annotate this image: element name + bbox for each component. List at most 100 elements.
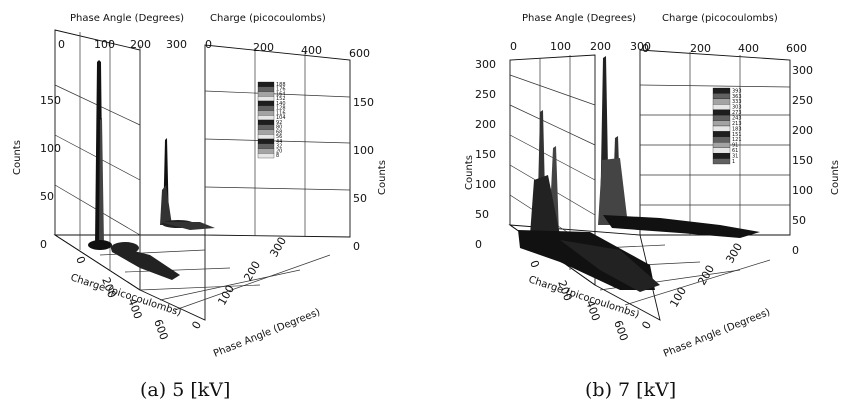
x-tick-label: 300 [166,38,187,51]
x-tick-label: 0 [639,319,654,332]
panel-a-grid [53,29,351,321]
legend-label: 183 [732,126,742,132]
z-tick-label: 100 [475,178,496,191]
panel-b-x-title-bottom: Phase Angle (Degrees) [662,307,772,360]
legend-swatch [712,120,731,127]
z-tick-label: 150 [475,148,496,161]
peak-bar [160,185,172,225]
z-tick-label: 200 [792,124,813,137]
legend-label: 104 [276,115,286,121]
z-tick-label: 150 [792,154,813,167]
legend-label: 20 [276,148,282,154]
legend-swatch [712,131,731,138]
y-tick-label: 0 [642,42,649,55]
legend-label: 333 [732,99,742,105]
z-tick-label: 50 [792,214,806,227]
x-tick-label: 200 [590,40,611,53]
legend-label: 140 [276,101,286,107]
y-tick-label: 200 [253,41,274,54]
peak-bar [99,118,104,245]
legend-label: 80 [276,125,282,131]
legend-label: 152 [276,96,286,102]
panel-b-x-title-top: Phase Angle (Degrees) [522,13,636,24]
legend-label: 363 [732,94,742,100]
x-tick-label: 100 [94,38,115,51]
x-tick-label: 0 [510,40,517,53]
panel-a-y-title-bottom: Charge (picocoulombs) [69,272,183,318]
legend-label: 213 [732,121,742,127]
legend-swatch [712,125,731,132]
legend-label: 273 [732,110,742,116]
legend-label: 151 [732,132,742,138]
panel-b-z-title-left: Counts [464,155,475,190]
z-tick-label: 0 [40,238,47,251]
legend-swatch [257,105,275,111]
legend-swatch [712,152,731,159]
legend-swatch [257,148,275,154]
legend-label: 92 [276,120,282,126]
data-cluster [160,222,215,230]
x-tick-label: 0 [58,38,65,51]
z-tick-label: 150 [40,94,61,107]
z-tick-label: 250 [475,88,496,101]
legend-swatch [712,93,731,100]
legend-label: 91 [732,143,738,149]
x-tick-label: 300 [630,40,651,53]
legend-label: 116 [276,110,286,116]
legend-swatch [712,114,731,121]
z-tick-label: 0 [353,240,360,253]
legend-swatch [257,91,275,97]
legend-swatch [712,98,731,105]
panel-b-scatter [518,215,760,292]
legend-label: 164 [276,91,286,97]
legend-label: 128 [276,106,286,112]
panel-a-x-title-top: Phase Angle (Degrees) [70,13,184,24]
legend-swatch [712,136,731,143]
z-tick-label: 0 [475,238,482,251]
panel-a-x-title-bottom: Phase Angle (Degrees) [212,307,322,360]
legend-label: 31 [732,153,738,159]
legend-swatch [257,86,275,92]
legend-label: 188 [276,82,286,88]
panel-a: 188176164152140128116104928068564432208 … [12,13,388,401]
panel-a-ticks: 0 100 200 300 0 200 400 60005010015005010015002… [40,38,374,342]
x-tick-label: 100 [550,40,571,53]
y-tick-label: 0 [527,259,542,270]
legend-swatch [257,124,275,130]
legend-label: 121 [732,137,742,143]
y-tick-label: 0 [205,38,212,51]
legend-label: 61 [732,148,738,154]
y-tick-label: 400 [301,44,322,57]
panel-b-z-title-right: Counts [830,160,841,195]
z-tick-label: 150 [353,96,374,109]
legend-swatch [257,115,275,121]
legend-swatch [257,119,275,125]
peak-bar [530,175,560,235]
legend-swatch [257,96,275,102]
panel-a-caption: (a) 5 [kV] [140,379,230,401]
y-tick-label: 200 [690,42,711,55]
z-tick-label: 50 [475,208,489,221]
legend-swatch [257,153,275,159]
legend-label: 56 [276,134,282,140]
legend-label: 303 [732,105,742,111]
y-tick-label: 600 [611,319,630,343]
legend-swatch [257,81,275,87]
z-tick-label: 100 [40,142,61,155]
legend-swatch [712,104,731,110]
y-tick-label: 400 [738,42,759,55]
data-cluster [88,240,112,250]
z-tick-label: 0 [792,244,799,257]
data-cluster [603,215,760,238]
z-tick-label: 250 [792,94,813,107]
peak-bar [598,158,628,225]
legend-swatch [257,100,275,106]
panel-a-z-title-left: Counts [12,140,23,175]
legend-label: 243 [732,115,742,121]
legend-label: 176 [276,87,286,93]
z-tick-label: 100 [792,184,813,197]
legend-label: 393 [732,88,742,94]
